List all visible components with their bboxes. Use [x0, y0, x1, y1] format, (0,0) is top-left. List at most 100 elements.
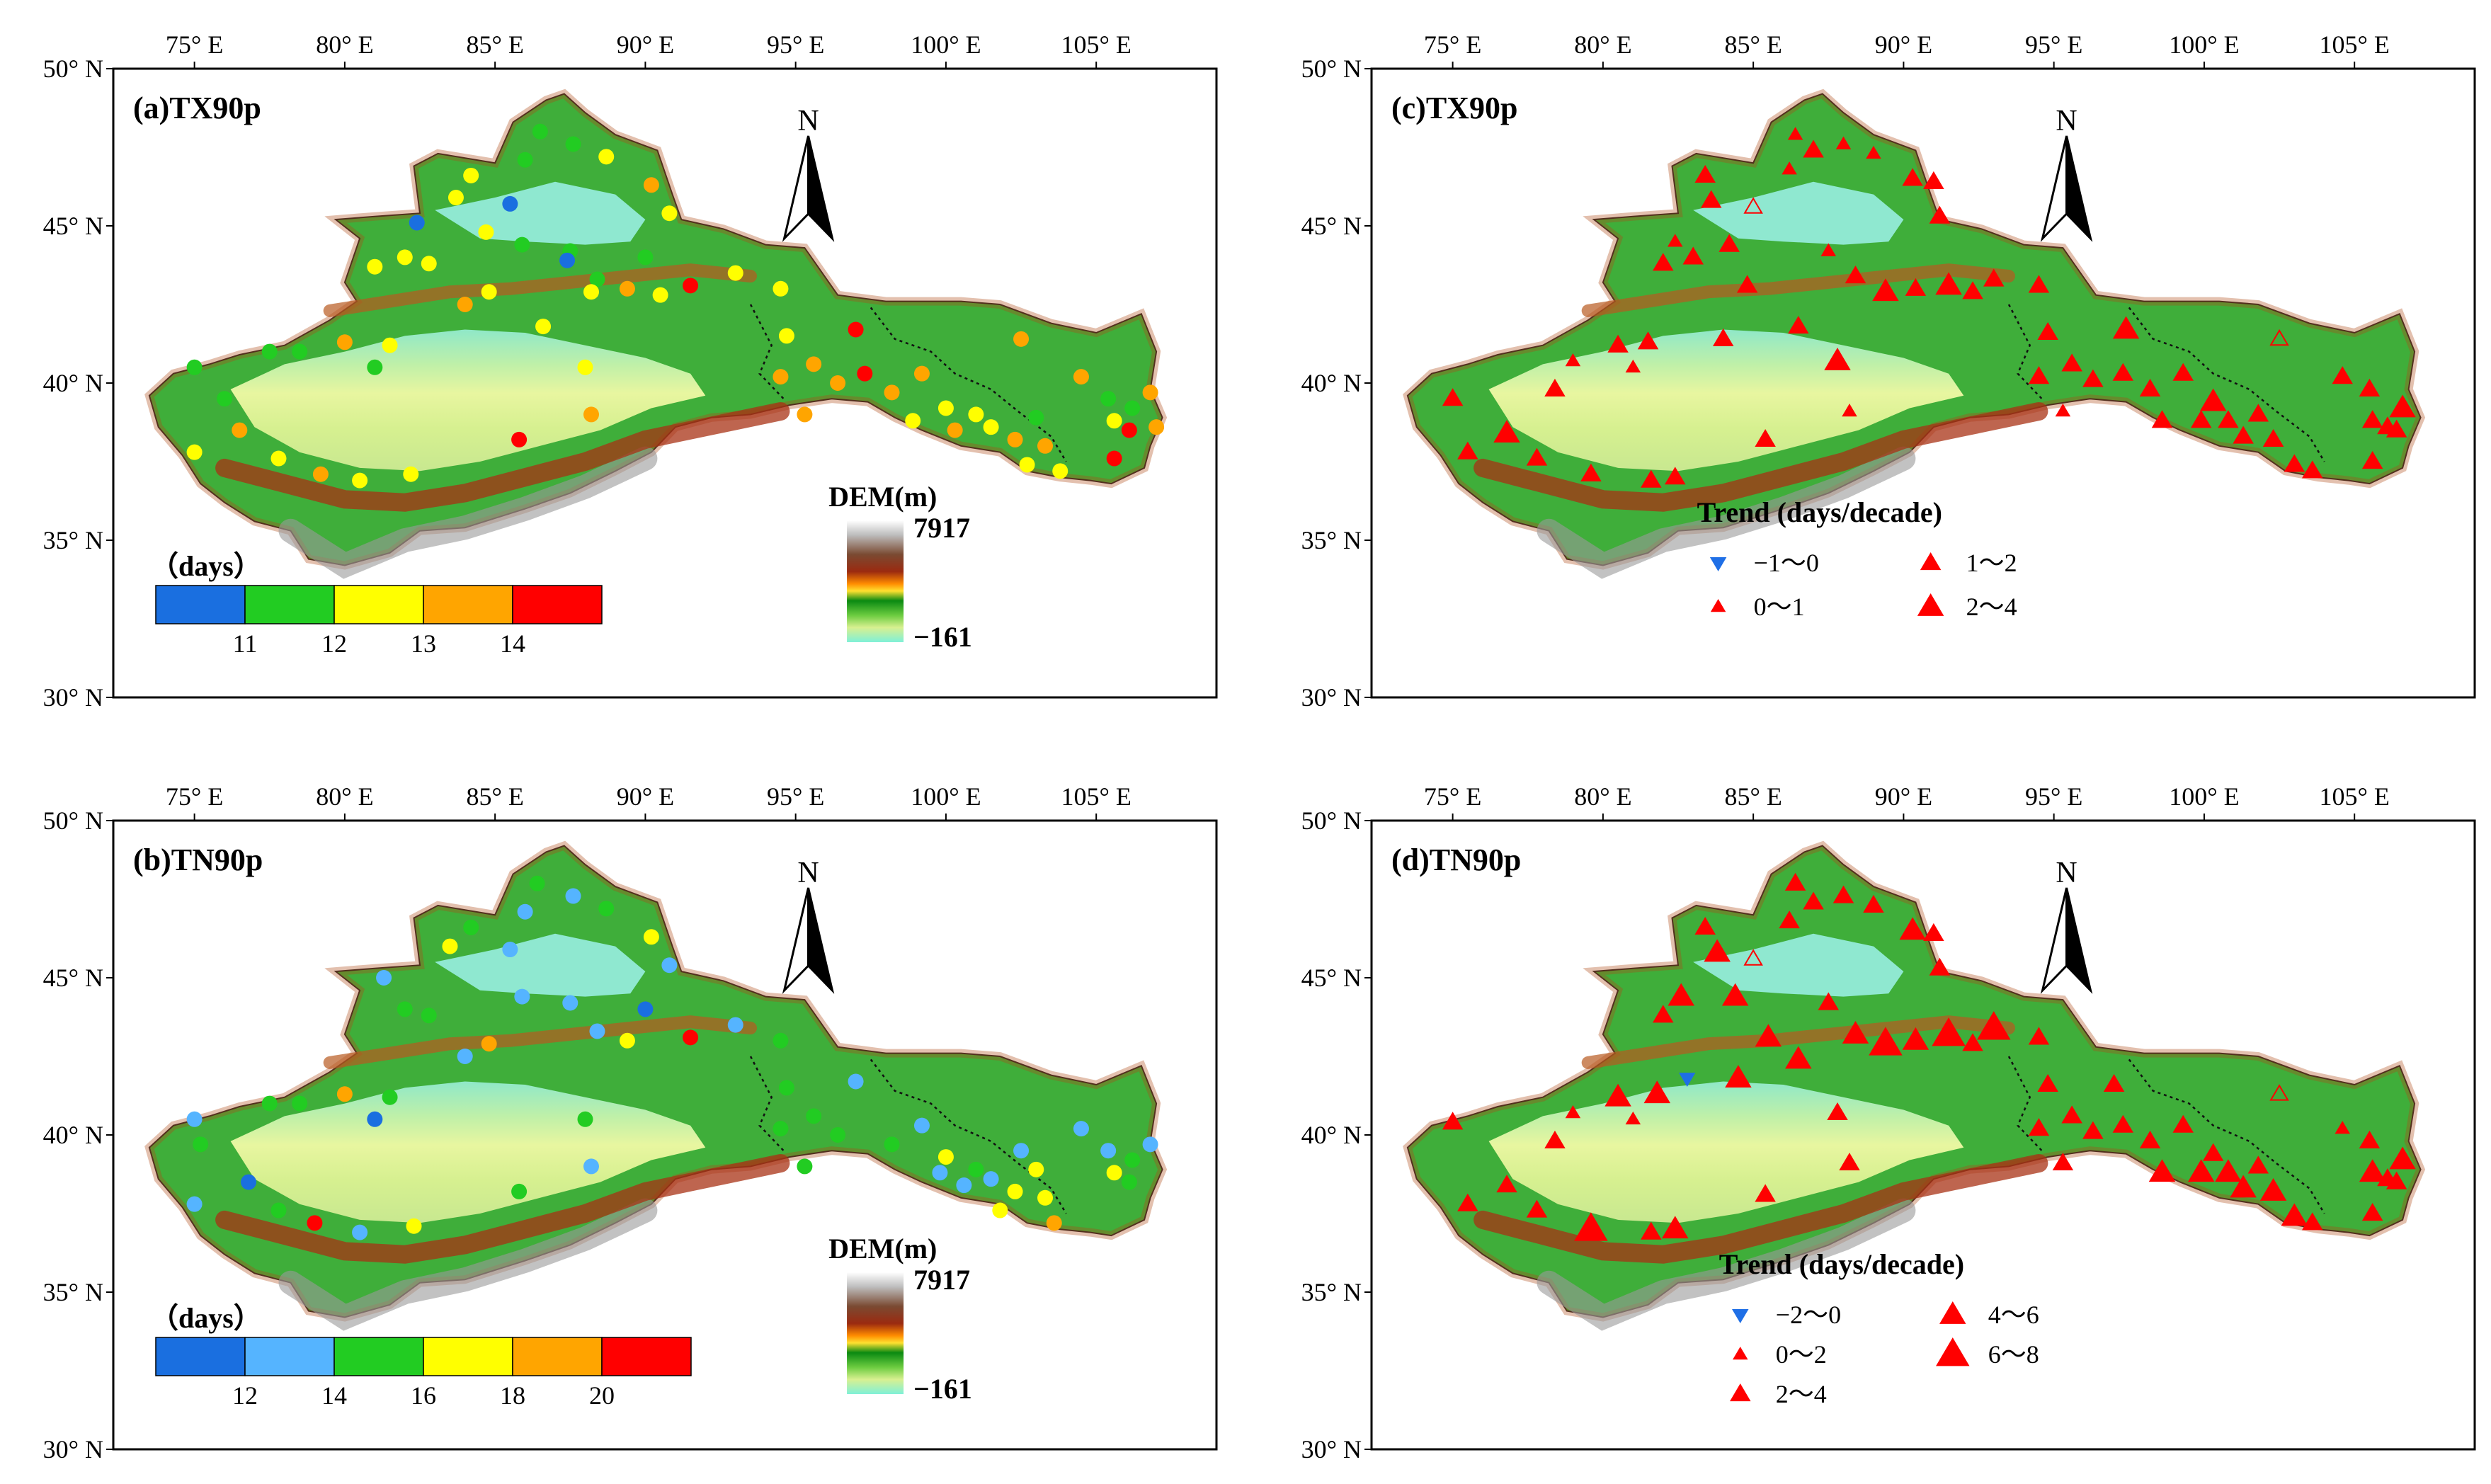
station-marker	[1100, 391, 1117, 407]
station-marker-up	[2230, 1175, 2257, 1198]
lon-tick-label: 85° E	[1724, 782, 1782, 811]
lat-tick-label: 50° N	[1301, 806, 1362, 835]
station-marker	[913, 1117, 930, 1134]
legend-class-break: 14	[500, 629, 525, 658]
station-marker-up	[1863, 894, 1884, 913]
station-marker-up	[2112, 1114, 2134, 1133]
station-marker	[186, 359, 203, 375]
station-marker	[1028, 1161, 1044, 1177]
station-marker-up	[2247, 404, 2269, 422]
station-marker	[806, 1108, 822, 1124]
province-border	[2128, 1058, 2325, 1214]
station-marker	[905, 413, 921, 429]
station-marker-up	[2028, 1027, 2050, 1045]
station-marker-up	[1637, 331, 1659, 350]
station-marker	[336, 334, 353, 350]
lon-tick-label: 100° E	[911, 30, 981, 59]
station-marker-up	[2284, 454, 2305, 472]
station-marker-up	[1457, 441, 1478, 460]
station-marker-up	[1625, 1111, 1641, 1125]
high-mountains	[278, 1198, 658, 1331]
lon-tick-label: 105° E	[2319, 782, 2389, 811]
panel-title: (b)TN90p	[133, 843, 263, 877]
map-panel-a: 75° E 80° E 85° E 90° E 95° E 100° E 105° E 50°…	[43, 30, 1218, 712]
lat-tick-label: 40° N	[1301, 369, 1362, 397]
north-arrow-icon	[807, 887, 835, 994]
station-marker-up	[1872, 278, 1899, 302]
station-marker	[241, 1174, 257, 1190]
station-marker-up	[2361, 451, 2383, 469]
station-marker	[884, 1136, 900, 1153]
station-marker-up	[2028, 1118, 2050, 1136]
station-marker	[514, 988, 530, 1005]
station-marker	[1073, 1121, 1089, 1137]
station-marker	[481, 284, 497, 300]
station-marker	[727, 265, 743, 281]
station-marker	[261, 1095, 278, 1112]
station-marker-up	[1932, 1017, 1966, 1046]
station-marker	[270, 1202, 287, 1218]
legend-title: Trend (days/decade)	[1719, 1248, 1964, 1280]
lon-tick-label: 95° E	[767, 30, 824, 59]
station-marker	[643, 929, 659, 945]
station-marker	[1007, 431, 1023, 447]
station-marker-up	[2112, 316, 2140, 339]
mountain-ridge	[215, 402, 790, 512]
legend-symbol-up	[1917, 593, 1944, 616]
station-marker	[583, 284, 599, 300]
station-marker	[535, 319, 552, 335]
legend-item-label: −1～0	[1754, 549, 1819, 577]
station-marker-up	[2028, 366, 2050, 384]
station-marker-up	[1779, 911, 1800, 929]
station-marker-up	[1818, 992, 1840, 1010]
legend-title: （days）	[150, 1302, 262, 1334]
station-marker	[517, 903, 533, 920]
lon-tick-label: 100° E	[2169, 30, 2239, 59]
station-marker	[1142, 384, 1158, 401]
station-marker	[352, 1224, 368, 1240]
station-marker	[559, 252, 576, 268]
station-marker	[727, 1017, 743, 1033]
station-marker-up	[1526, 447, 1548, 466]
station-marker	[848, 321, 864, 338]
station-marker	[1007, 1183, 1023, 1199]
station-marker-up	[1607, 334, 1629, 353]
station-marker-up	[2262, 428, 2284, 447]
station-marker	[661, 957, 678, 974]
station-marker-up	[1962, 281, 1983, 299]
station-marker-up	[1962, 1033, 1983, 1051]
station-marker-up	[1755, 428, 1776, 447]
station-marker	[577, 1111, 593, 1127]
station-marker-up	[2148, 1159, 2176, 1182]
station-marker	[773, 1121, 789, 1137]
station-marker	[186, 1111, 203, 1127]
station-marker-up	[1442, 388, 1464, 406]
lon-tick-label: 85° E	[1724, 30, 1782, 59]
station-marker	[806, 356, 822, 372]
junggar-basin	[1693, 933, 1904, 997]
station-marker	[956, 1177, 972, 1194]
station-marker	[1073, 369, 1089, 385]
station-marker-up	[2385, 1171, 2407, 1189]
station-marker-up	[1785, 1046, 1812, 1069]
station-marker-up	[1665, 467, 1686, 485]
station-marker-up	[1782, 161, 1797, 175]
station-marker-up	[1565, 1105, 1581, 1119]
lon-tick-label: 105° E	[1061, 30, 1131, 59]
station-marker	[1052, 463, 1068, 479]
station-marker	[367, 258, 383, 275]
lat-tick-label: 45° N	[1301, 212, 1362, 240]
lon-tick-label: 90° E	[1875, 30, 1932, 59]
station-marker	[403, 466, 419, 482]
station-marker	[217, 391, 233, 407]
province-border	[870, 1058, 1067, 1214]
lon-tick-label: 100° E	[2169, 782, 2239, 811]
station-marker	[529, 875, 545, 891]
station-marker-up	[1712, 328, 1734, 346]
province-border	[870, 307, 1067, 462]
legend-title: Trend (days/decade)	[1697, 496, 1942, 528]
tianshan-ridge	[323, 263, 757, 317]
lon-tick-label: 75° E	[166, 30, 223, 59]
panel-title: (a)TX90p	[133, 91, 261, 125]
